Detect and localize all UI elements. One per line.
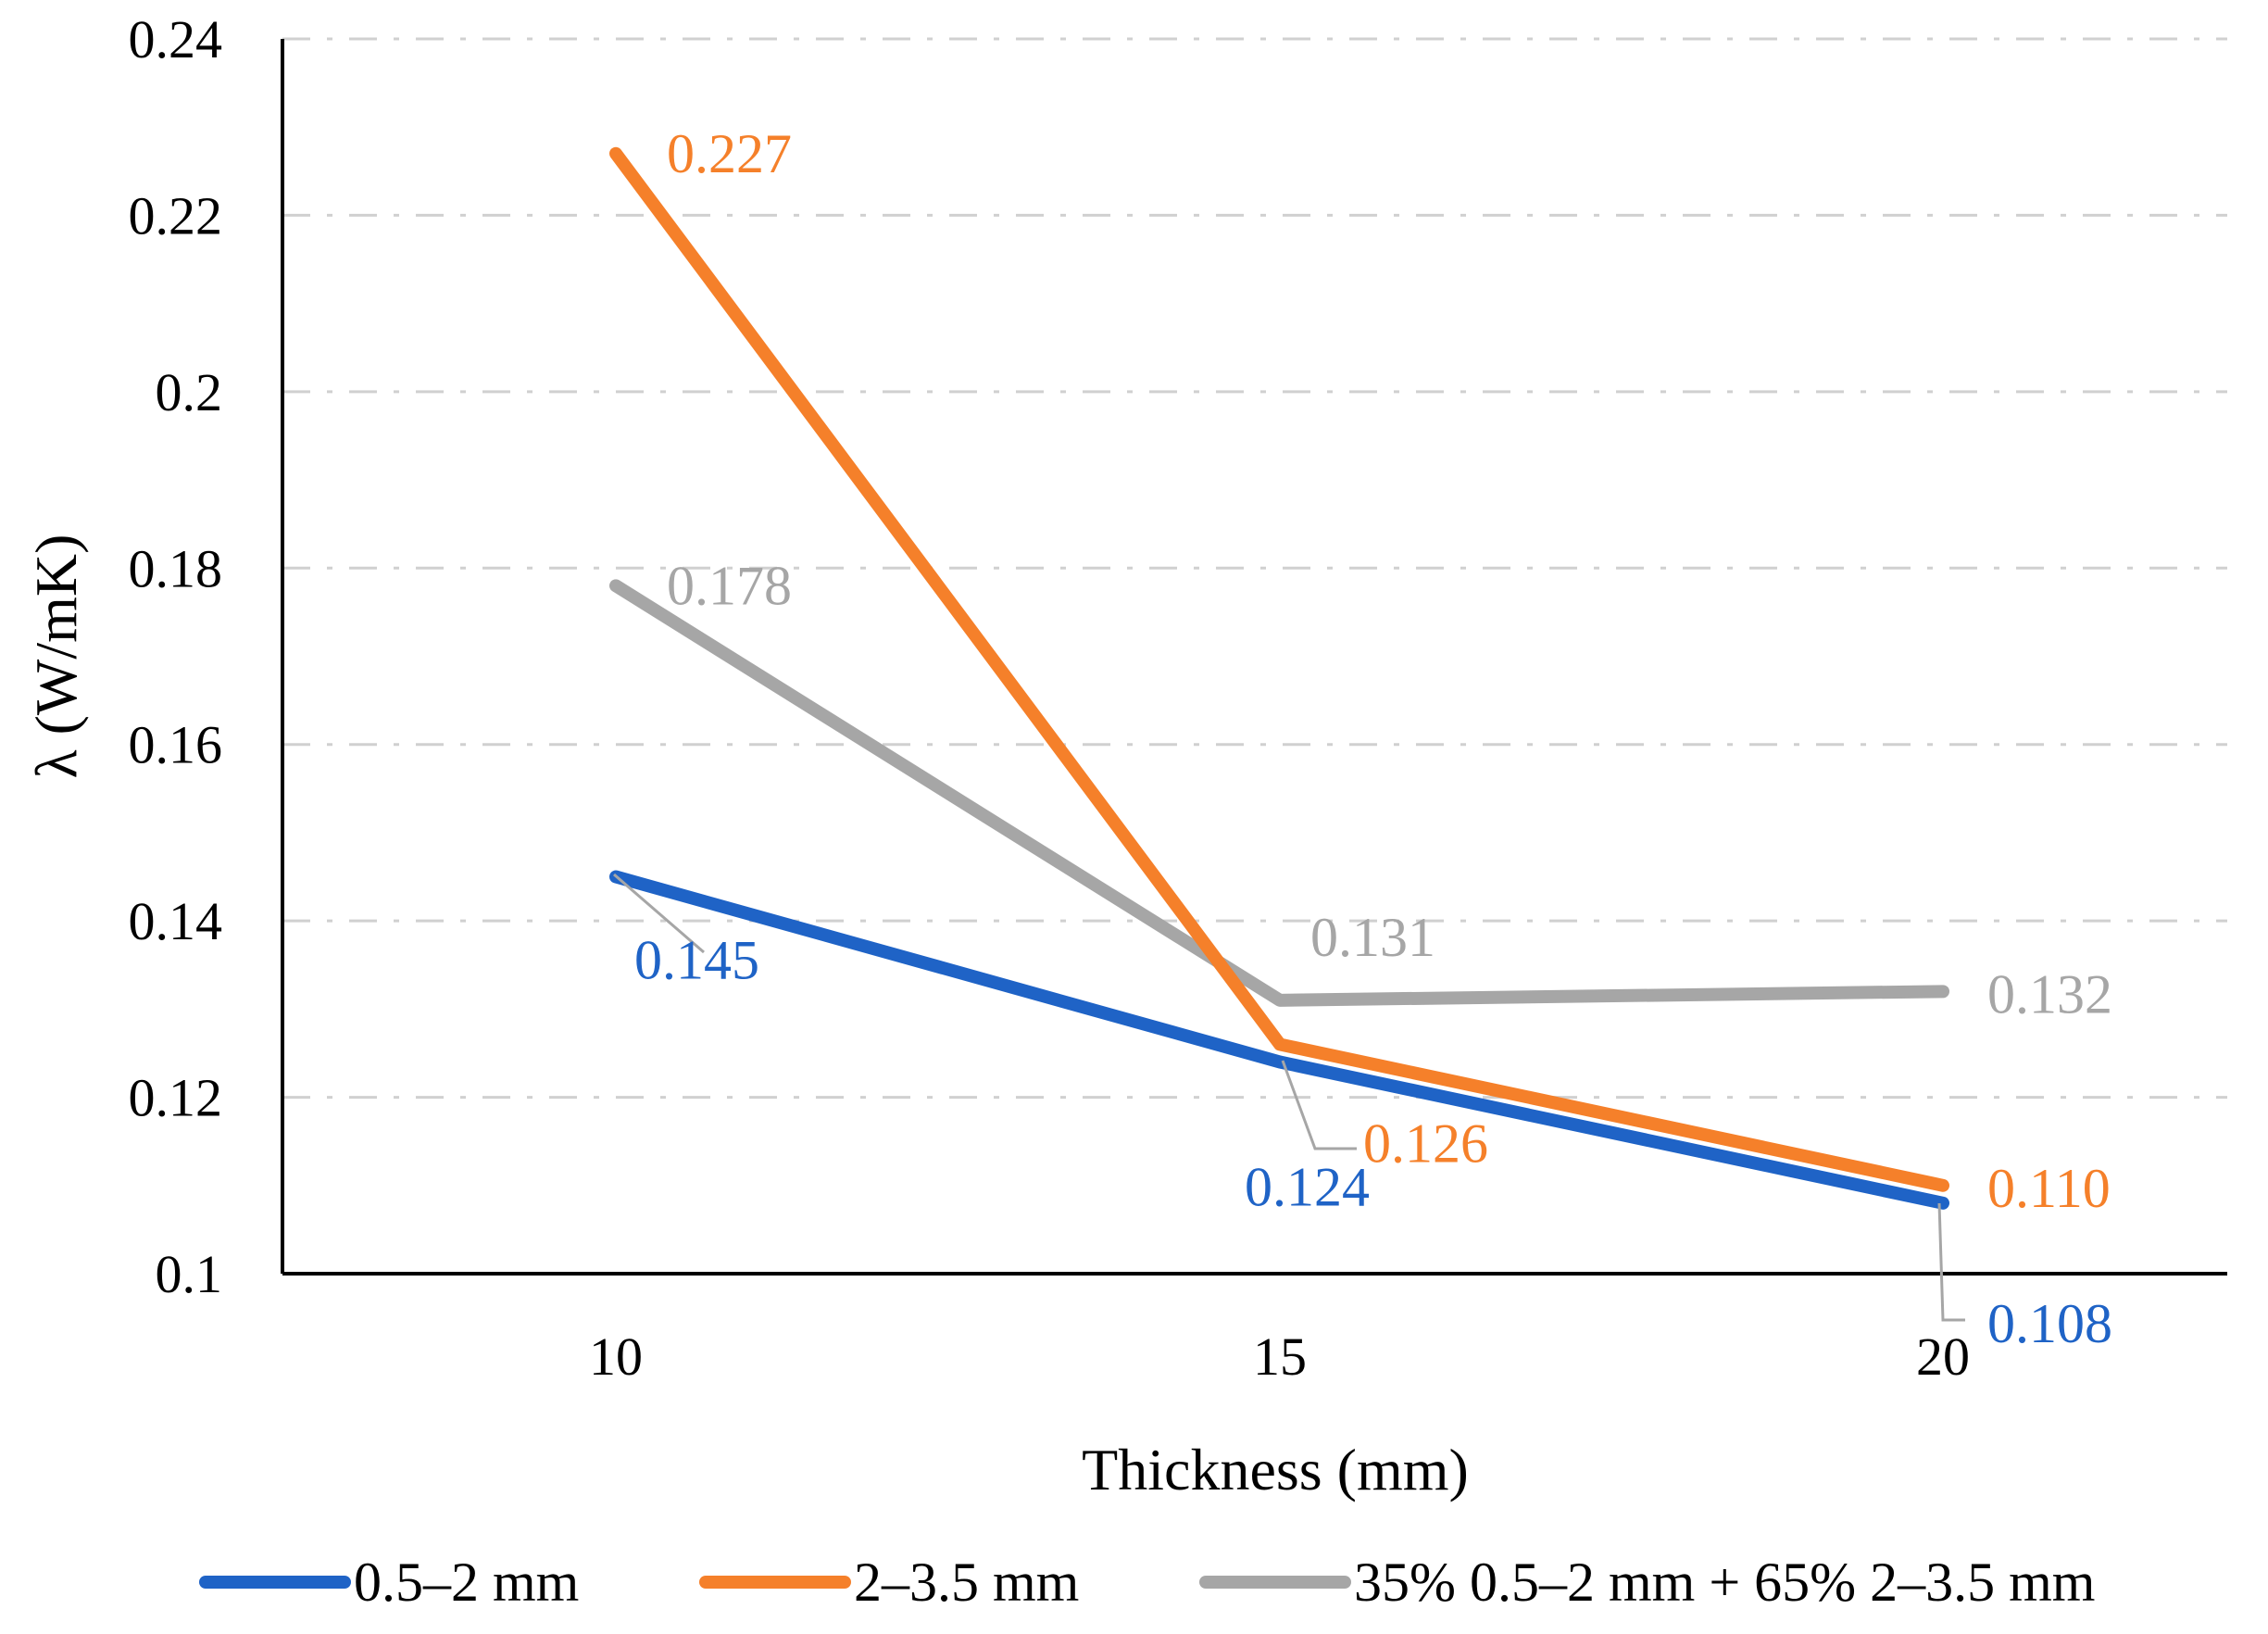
legend-label: 2–3.5 mm bbox=[854, 1552, 1079, 1613]
data-label-leader bbox=[1281, 1060, 1357, 1150]
legend-label: 0.5–2 mm bbox=[354, 1552, 579, 1613]
x-axis-title: Thickness (mm) bbox=[1082, 1437, 1469, 1502]
data-label: 0.131 bbox=[1310, 907, 1435, 968]
x-tick-label: 15 bbox=[1253, 1326, 1307, 1387]
data-label-leaders bbox=[613, 873, 1965, 1322]
axes bbox=[281, 39, 2227, 1276]
x-tick-label: 20 bbox=[1916, 1326, 1970, 1387]
y-tick-label: 0.22 bbox=[129, 185, 223, 245]
series-line-2 bbox=[609, 579, 1949, 1007]
data-label: 0.227 bbox=[667, 123, 792, 184]
series-line-0 bbox=[609, 870, 1949, 1210]
y-tick-label: 0.12 bbox=[129, 1068, 223, 1128]
data-label-leader bbox=[613, 873, 705, 954]
data-label: 0.126 bbox=[1363, 1112, 1488, 1174]
gridlines bbox=[282, 37, 2227, 1100]
data-label: 0.145 bbox=[634, 930, 759, 991]
legend-label: 35% 0.5–2 mm + 65% 2–3.5 mm bbox=[1354, 1552, 2095, 1613]
series-line-1 bbox=[609, 146, 1949, 1192]
data-labels: 0.145 0.124 0.108 0.227 0.126 0.110 0.178 0.131… bbox=[634, 123, 2112, 1354]
data-label-leader bbox=[1937, 1202, 1965, 1322]
y-tick-labels: 0.1 0.12 0.14 0.16 0.18 0.2 0.22 0.24 bbox=[129, 9, 223, 1304]
y-tick-label: 0.24 bbox=[129, 9, 223, 69]
data-label: 0.110 bbox=[1987, 1158, 2111, 1219]
x-tick-labels: 10 15 20 bbox=[589, 1326, 1970, 1387]
y-tick-label: 0.1 bbox=[156, 1244, 223, 1304]
data-label: 0.108 bbox=[1987, 1293, 2112, 1354]
data-label: 0.132 bbox=[1987, 963, 2112, 1024]
data-label: 0.124 bbox=[1245, 1156, 1370, 1217]
y-axis-title: λ (W/mK) bbox=[23, 534, 89, 779]
y-tick-label: 0.16 bbox=[129, 715, 223, 775]
data-label: 0.178 bbox=[667, 555, 792, 616]
y-tick-label: 0.2 bbox=[156, 362, 223, 422]
legend: 0.5–2 mm 2–3.5 mm 35% 0.5–2 mm + 65% 2–3.5… bbox=[199, 1552, 2095, 1613]
series-lines bbox=[609, 146, 1949, 1210]
x-tick-label: 10 bbox=[589, 1326, 643, 1387]
legend-item-1: 2–3.5 mm bbox=[699, 1552, 1079, 1613]
legend-item-0: 0.5–2 mm bbox=[199, 1552, 579, 1613]
legend-item-2: 35% 0.5–2 mm + 65% 2–3.5 mm bbox=[1199, 1552, 2095, 1613]
y-tick-label: 0.14 bbox=[129, 891, 223, 951]
y-tick-label: 0.18 bbox=[129, 538, 223, 598]
